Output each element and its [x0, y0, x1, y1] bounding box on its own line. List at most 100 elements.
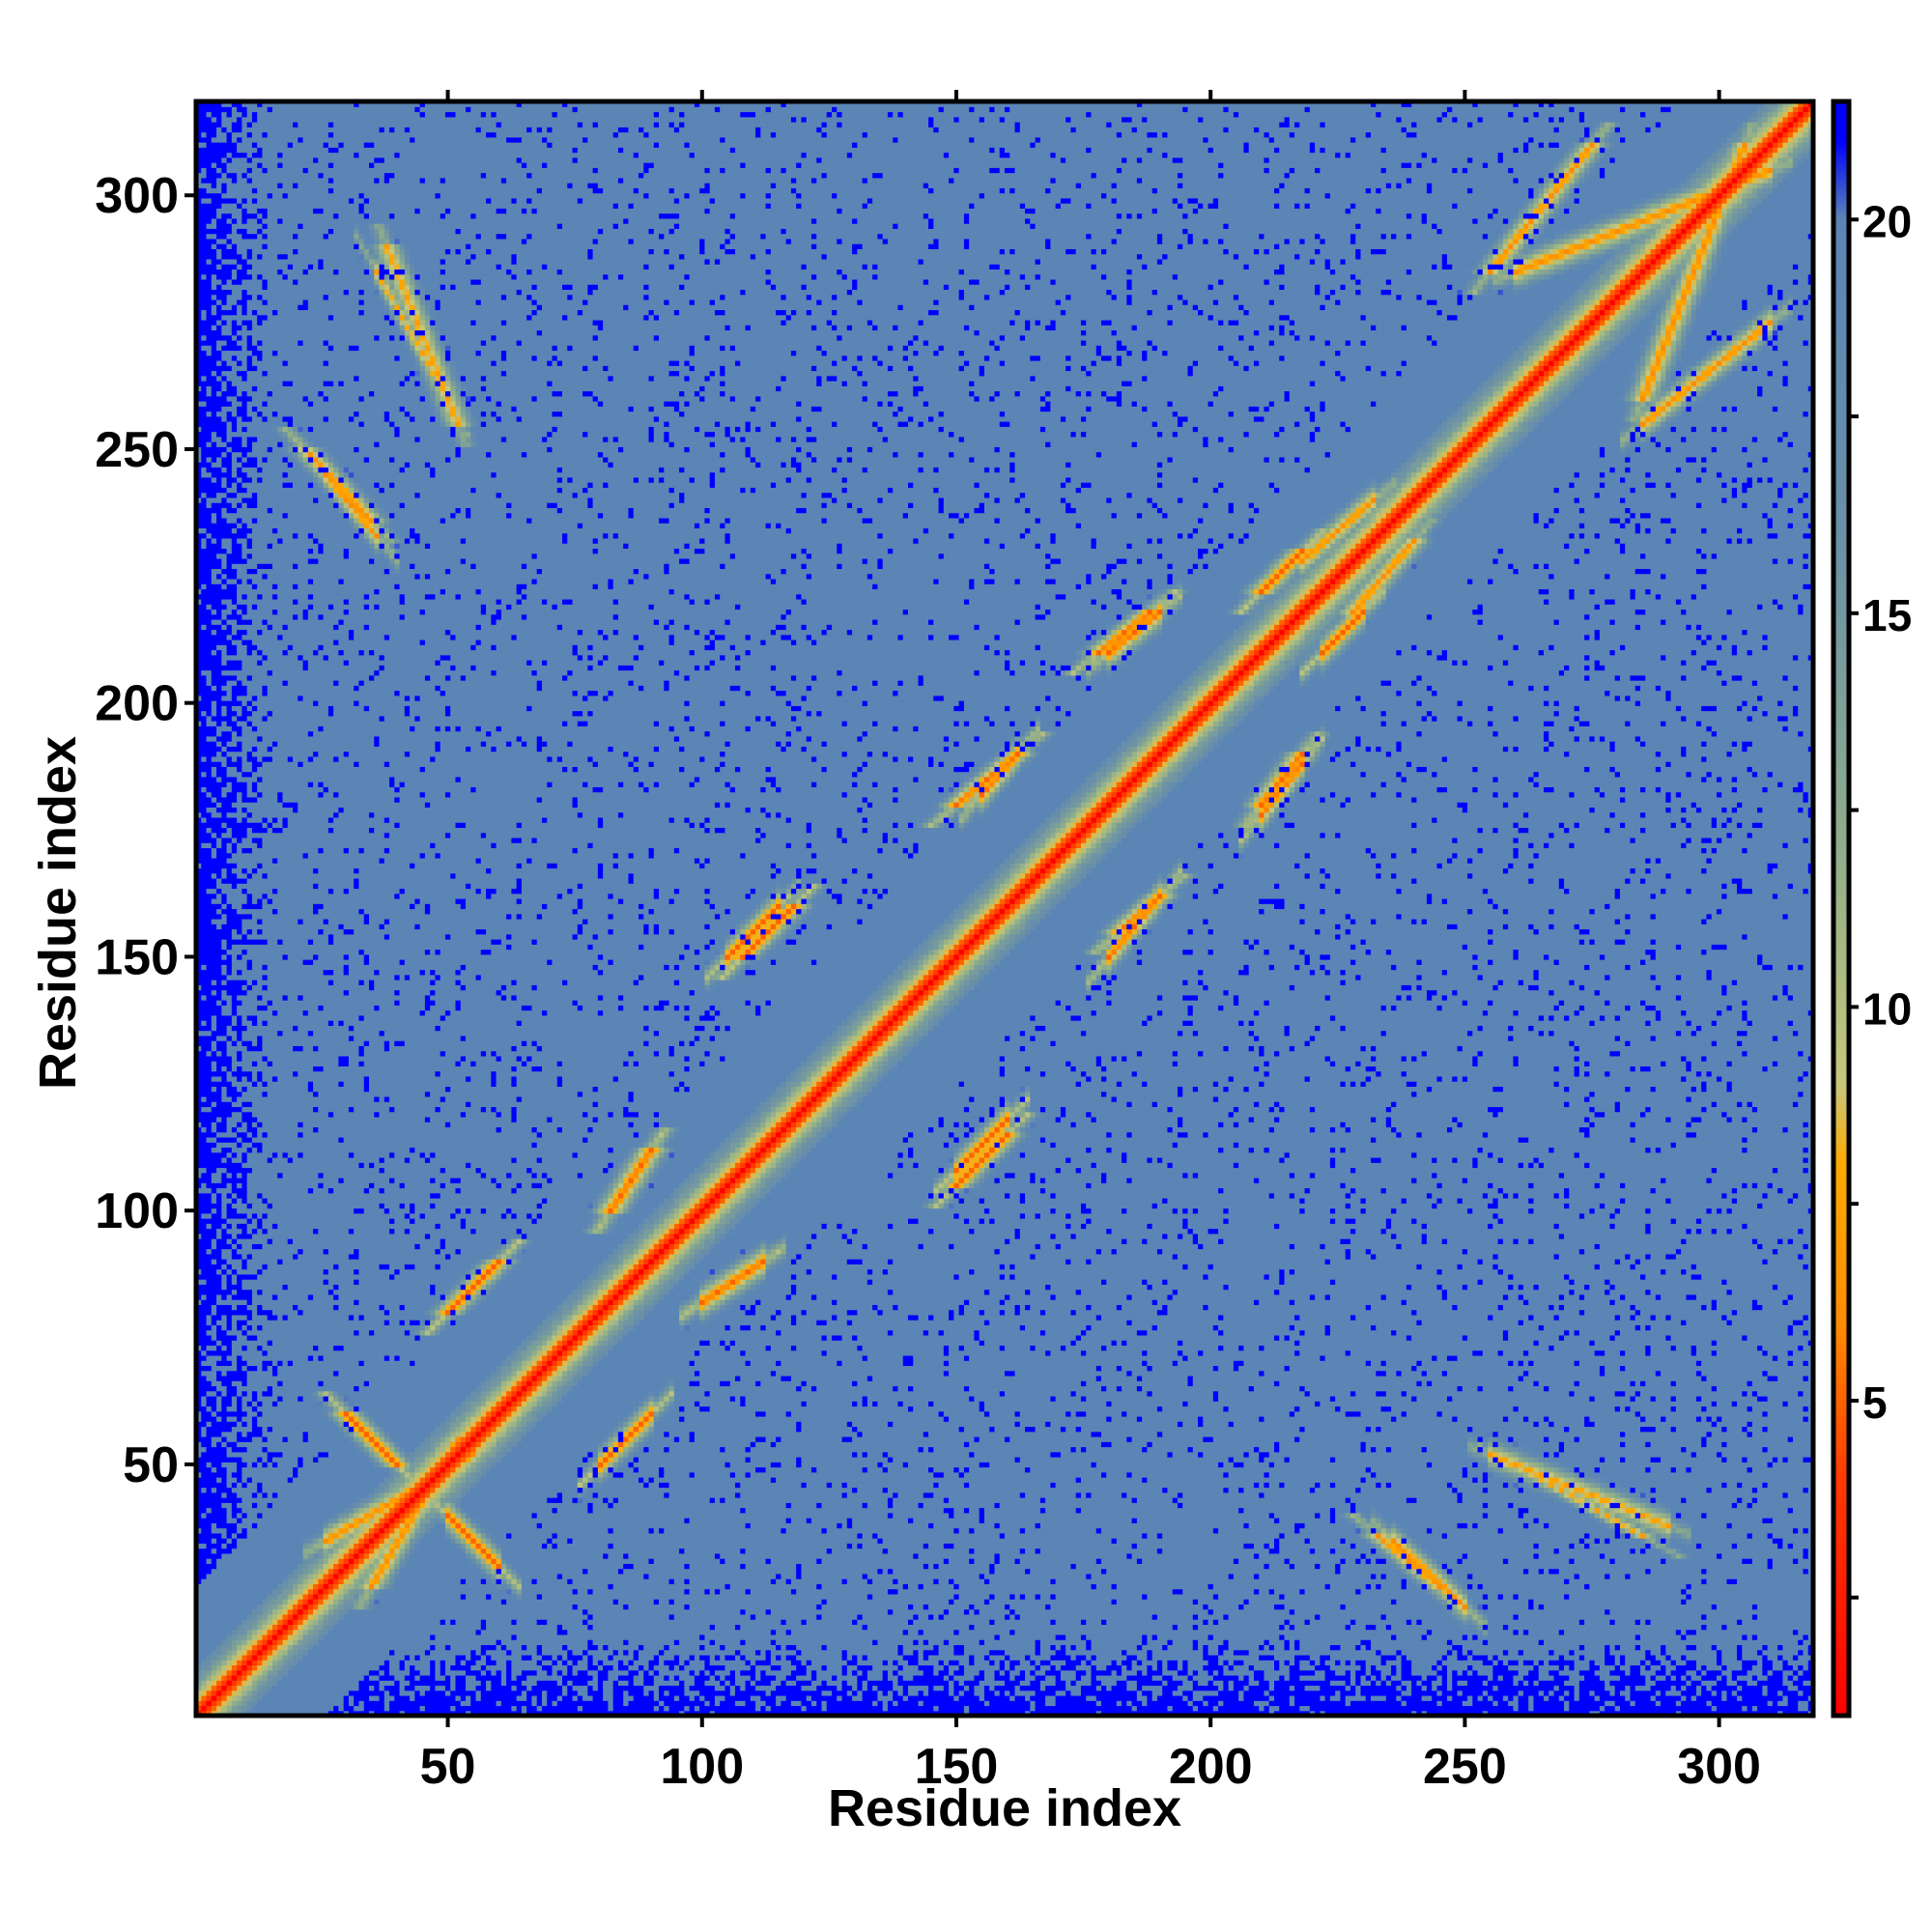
heatmap-cell	[1559, 1670, 1580, 1676]
heatmap-cell	[669, 1690, 685, 1696]
heatmap-cell	[1717, 1675, 1722, 1681]
heatmap-cell	[207, 1488, 213, 1493]
heatmap-cell	[1335, 1508, 1350, 1514]
heatmap-cell	[497, 1548, 502, 1554]
heatmap-cell	[517, 1599, 523, 1605]
heatmap-cell	[639, 1447, 644, 1453]
heatmap-cell	[933, 1644, 939, 1650]
heatmap-cell	[1117, 1670, 1122, 1676]
heatmap-cell	[466, 1492, 557, 1498]
heatmap-cell	[1737, 1680, 1747, 1686]
heatmap-cell	[328, 1538, 334, 1544]
heatmap-cell	[293, 1594, 298, 1600]
heatmap-cell	[1091, 1675, 1096, 1681]
heatmap-cell	[1757, 1650, 1763, 1656]
heatmap-cell	[531, 1513, 537, 1519]
heatmap-cell	[1656, 1497, 1682, 1503]
heatmap-cell	[445, 1488, 451, 1493]
heatmap-cell	[888, 1452, 970, 1458]
heatmap-cell	[400, 1522, 406, 1528]
heatmap-cell	[277, 1675, 283, 1681]
heatmap-cell	[227, 1528, 238, 1534]
heatmap-cell	[1350, 1497, 1407, 1503]
heatmap-cell	[1762, 1685, 1768, 1690]
heatmap-cell	[1665, 1502, 1671, 1508]
heatmap-cell	[1519, 1695, 1529, 1701]
heatmap-cell	[414, 1685, 430, 1690]
heatmap-cell	[272, 1675, 278, 1681]
heatmap-cell	[980, 1518, 985, 1523]
heatmap-cell	[247, 1624, 253, 1630]
heatmap-cell	[1452, 1639, 1483, 1645]
heatmap-cell	[380, 1452, 385, 1458]
heatmap-cell	[969, 1548, 975, 1554]
heatmap-cell	[450, 1533, 456, 1539]
heatmap-cell	[1752, 1502, 1814, 1508]
heatmap-cell	[1600, 1675, 1621, 1681]
heatmap-cell	[1432, 1594, 1437, 1600]
heatmap-cell	[272, 1680, 278, 1686]
heatmap-cell	[414, 1518, 420, 1523]
heatmap-cell	[1513, 1467, 1519, 1473]
heatmap-cell	[1264, 1639, 1269, 1645]
heatmap-cell	[380, 1488, 385, 1493]
heatmap-cell	[466, 1660, 476, 1665]
heatmap-cell	[1467, 1650, 1473, 1656]
heatmap-cell	[1234, 1650, 1249, 1656]
heatmap-cell	[751, 1614, 756, 1620]
heatmap-cell	[1625, 1492, 1631, 1498]
heatmap-cell	[1513, 1630, 1519, 1635]
heatmap-cell	[1747, 1680, 1758, 1686]
heatmap-cell	[247, 1533, 309, 1539]
heatmap-cell	[1320, 1685, 1346, 1690]
heatmap-cell	[1798, 1690, 1804, 1696]
heatmap-cell	[724, 1447, 746, 1453]
heatmap-cell	[852, 1670, 858, 1676]
heatmap-cell	[695, 1695, 700, 1701]
heatmap-cell	[1503, 1624, 1509, 1630]
heatmap-cell	[318, 1639, 497, 1645]
heatmap-cell	[481, 1644, 497, 1650]
heatmap-cell	[1330, 1518, 1336, 1523]
heatmap-cell	[1757, 1660, 1763, 1665]
heatmap-cell	[791, 1670, 807, 1676]
heatmap-cell	[247, 1482, 258, 1488]
heatmap-cell	[511, 1594, 517, 1600]
heatmap-cell	[1376, 1528, 1381, 1534]
heatmap-cell	[1523, 1660, 1534, 1665]
heatmap-cell	[1036, 1594, 1041, 1600]
heatmap-cell	[369, 1522, 375, 1528]
heatmap-cell	[455, 1655, 466, 1661]
heatmap-cell	[949, 1660, 959, 1665]
heatmap-cell	[587, 1664, 598, 1670]
heatmap-cell	[380, 1675, 395, 1681]
heatmap-cell	[252, 1462, 258, 1467]
heatmap-cell	[1188, 1447, 1194, 1453]
heatmap-cell	[649, 1574, 777, 1579]
heatmap-cell	[893, 1690, 898, 1696]
heatmap-cell	[1519, 1472, 1524, 1478]
heatmap-cell	[1188, 1675, 1194, 1681]
heatmap-cell	[481, 1569, 487, 1575]
heatmap-cell	[491, 1574, 497, 1579]
heatmap-cell	[425, 1467, 431, 1473]
heatmap-cell	[1366, 1695, 1372, 1701]
heatmap-cell	[470, 1538, 476, 1544]
heatmap-cell	[1091, 1639, 1142, 1645]
heatmap-cell	[1625, 1513, 1631, 1519]
heatmap-cell	[639, 1644, 644, 1650]
heatmap-cell	[893, 1578, 898, 1584]
heatmap-cell	[933, 1705, 939, 1711]
heatmap-cell	[420, 1508, 426, 1514]
heatmap-cell	[933, 1472, 944, 1478]
heatmap-cell	[1396, 1558, 1402, 1564]
heatmap-cell	[384, 1502, 390, 1508]
heatmap-cell	[593, 1462, 599, 1467]
heatmap-cell	[1391, 1563, 1397, 1569]
heatmap-cell	[715, 1497, 721, 1503]
heatmap-cell	[1503, 1695, 1509, 1701]
heatmap-cell	[1147, 1650, 1152, 1656]
heatmap-cell	[318, 1538, 324, 1544]
heatmap-cell	[1472, 1700, 1493, 1706]
heatmap-cell	[420, 1518, 426, 1523]
